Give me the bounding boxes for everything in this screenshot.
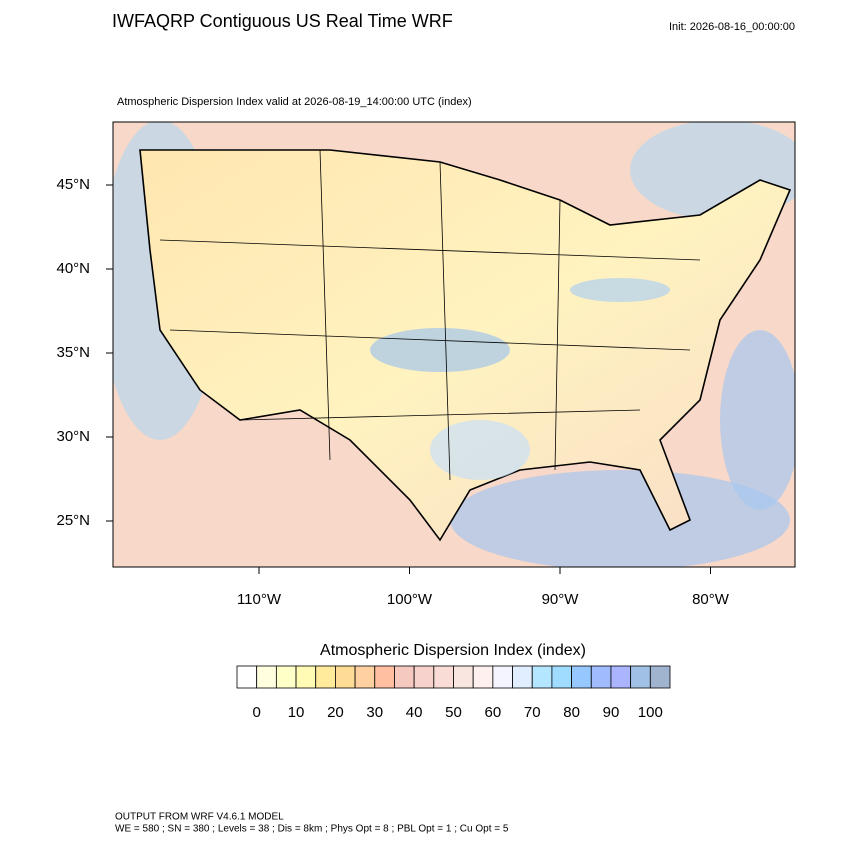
colorbar-label: 100 [638, 704, 663, 721]
colorbar-label: 40 [406, 704, 423, 721]
colorbar-box [472, 665, 494, 689]
field-blob [450, 470, 790, 567]
colorbar-label: 10 [288, 704, 305, 721]
field-blob [570, 278, 670, 302]
lat-label: 45°N [56, 176, 90, 193]
colorbar-box [295, 665, 317, 689]
colorbar-box [649, 665, 671, 689]
colorbar-box [512, 665, 533, 689]
colorbar-box [453, 665, 474, 689]
colorbar-box [335, 665, 356, 689]
colorbar-box [394, 665, 415, 689]
footer-line: OUTPUT FROM WRF V4.6.1 MODEL [115, 812, 284, 823]
colorbar-label: 90 [603, 704, 620, 721]
colorbar-box [571, 665, 592, 689]
colorbar-box [413, 665, 435, 689]
colorbar-label: 0 [253, 704, 261, 721]
state-boundaries [159, 149, 701, 481]
lat-label: 30°N [56, 428, 90, 445]
colorbar-label: 20 [327, 704, 344, 721]
title: IWFAQRP Contiguous US Real Time WRF [112, 11, 453, 31]
lon-label: 100°W [387, 591, 433, 608]
lon-label: 80°W [692, 591, 730, 608]
colorbar-box [236, 665, 258, 689]
colorbar-box [433, 665, 454, 689]
colorbar-box [492, 665, 513, 689]
init-time: Init: 2026-08-16_00:00:00 [669, 21, 795, 33]
footer-line: WE = 580 ; SN = 380 ; Levels = 38 ; Dis … [115, 824, 509, 835]
colorbar-label: 50 [445, 704, 462, 721]
colorbar-label: 30 [366, 704, 383, 721]
lon-label: 110°W [237, 591, 282, 608]
colorbar-box [374, 665, 395, 689]
lat-label: 25°N [56, 512, 90, 529]
colorbar-box [610, 665, 632, 689]
colorbar-box [354, 665, 376, 689]
lat-label: 40°N [56, 260, 90, 277]
map-field [113, 122, 795, 567]
colorbar-label: 80 [563, 704, 580, 721]
map-frame [112, 121, 796, 568]
colorbar-box [630, 665, 651, 689]
colorbar-box [551, 665, 572, 689]
lon-label: 90°W [542, 591, 580, 608]
field-blob [720, 330, 795, 510]
colorbar-title: Atmospheric Dispersion Index (index) [320, 642, 586, 659]
colorbar-label: 70 [524, 704, 541, 721]
colorbar-label: 60 [485, 704, 502, 721]
subtitle: Atmospheric Dispersion Index valid at 20… [117, 96, 472, 108]
colorbar-box [315, 665, 336, 689]
colorbar-box [531, 665, 553, 689]
colorbar-box [275, 665, 297, 689]
field-blob [370, 328, 510, 372]
field-blob [430, 420, 530, 480]
colorbar-box [590, 665, 612, 689]
lat-label: 35°N [56, 344, 90, 361]
colorbar-box [256, 665, 277, 689]
